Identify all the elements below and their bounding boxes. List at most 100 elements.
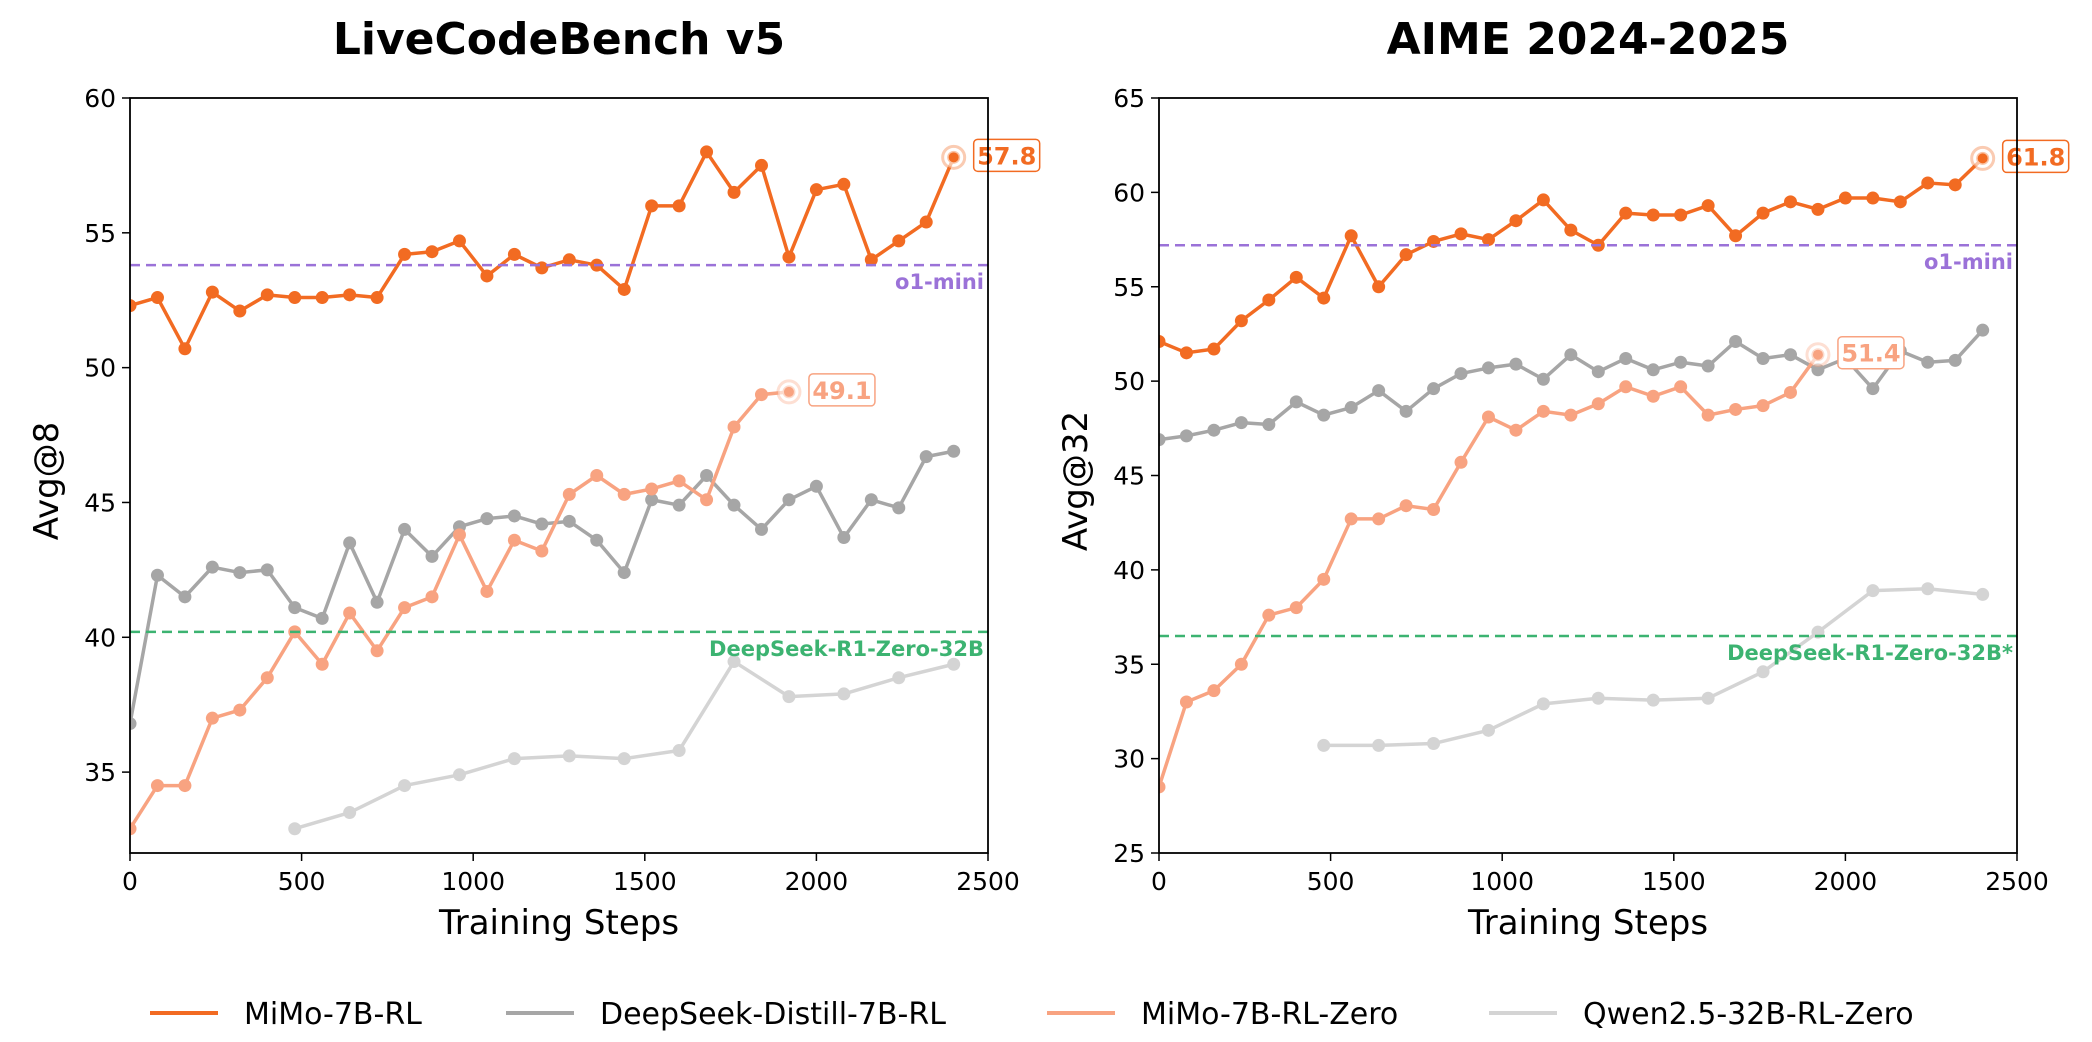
data-point — [727, 185, 741, 199]
data-point — [1427, 737, 1441, 751]
data-point — [617, 566, 631, 580]
legend-label-deepseek-distill: DeepSeek-Distill-7B-RL — [600, 997, 946, 1032]
data-point — [645, 482, 659, 496]
data-point — [947, 657, 961, 671]
series-deepseek-distill-7b-rl — [130, 444, 961, 731]
data-point — [260, 671, 274, 685]
series-line — [1323, 587, 1983, 748]
data-point — [590, 469, 604, 482]
data-point — [1536, 697, 1550, 711]
data-point — [150, 568, 164, 582]
data-point — [617, 752, 631, 766]
data-point — [1317, 408, 1331, 422]
y-tick-label: 25 — [1113, 839, 1145, 868]
data-point — [1481, 410, 1495, 424]
end-label-box — [808, 373, 876, 407]
y-tick-label: 55 — [84, 219, 116, 248]
data-point — [1536, 372, 1550, 386]
data-point — [1701, 199, 1715, 213]
series-line — [294, 659, 955, 831]
data-point — [260, 288, 274, 302]
data-point — [425, 590, 439, 604]
y-tick-label: 50 — [84, 354, 116, 383]
data-point — [1481, 723, 1495, 737]
x-tick-label: 1500 — [1642, 867, 1706, 896]
data-point — [1893, 195, 1907, 209]
data-point — [1756, 351, 1770, 365]
legend-label-mimo-rl: MiMo-7B-RL — [244, 997, 422, 1032]
data-point — [1179, 695, 1193, 709]
data-point — [754, 158, 768, 172]
plot-area — [130, 145, 961, 836]
data-point — [370, 595, 384, 609]
x-tick-label: 500 — [1307, 867, 1355, 896]
data-point — [1564, 223, 1578, 237]
end-label-box — [2001, 139, 2070, 174]
data-point — [205, 711, 219, 725]
data-point — [1234, 314, 1248, 328]
data-point — [1674, 208, 1688, 222]
legend-label-mimo-rl-zero: MiMo-7B-RL-Zero — [1141, 997, 1398, 1032]
data-point — [837, 531, 851, 545]
data-point — [480, 584, 494, 598]
data-point — [590, 533, 604, 547]
series-mimo-7b-rl — [1159, 151, 1990, 360]
data-point — [1179, 429, 1193, 443]
data-point — [864, 493, 878, 507]
data-point — [1921, 582, 1935, 596]
data-point — [1372, 384, 1386, 398]
x-tick-label: 1000 — [1470, 867, 1534, 896]
data-point — [1344, 401, 1358, 415]
y-tick-label: 30 — [1113, 745, 1145, 774]
data-point — [672, 199, 686, 213]
data-point — [1372, 512, 1386, 526]
data-point — [233, 703, 247, 717]
x-tick-label: 0 — [1151, 867, 1167, 896]
data-point — [1646, 363, 1660, 377]
data-point — [1619, 206, 1633, 220]
data-point — [892, 671, 906, 685]
plot-area — [1159, 151, 1990, 794]
data-point — [1159, 334, 1166, 348]
data-point — [370, 644, 384, 658]
data-point — [1701, 691, 1715, 705]
data-point — [1674, 355, 1688, 369]
data-point — [507, 247, 521, 261]
data-point — [205, 560, 219, 574]
data-point — [754, 388, 768, 402]
data-point — [1509, 214, 1523, 228]
data-point — [727, 655, 741, 669]
data-point — [1976, 587, 1990, 601]
x-axis-label: Training Steps — [438, 903, 679, 943]
data-point — [343, 288, 357, 302]
data-point — [672, 498, 686, 512]
data-point — [700, 469, 714, 482]
data-point — [727, 420, 741, 434]
data-point — [343, 536, 357, 550]
data-point — [809, 479, 823, 493]
data-point — [343, 606, 357, 620]
y-tick-label: 55 — [1113, 273, 1145, 302]
plot-frame — [129, 97, 989, 854]
data-point — [1756, 206, 1770, 220]
end-marker — [948, 152, 959, 163]
legend-label-qwen: Qwen2.5-32B-RL-Zero — [1583, 997, 1914, 1032]
data-point — [919, 450, 933, 464]
data-point — [1159, 780, 1166, 794]
data-point — [837, 177, 851, 191]
data-point — [398, 601, 412, 615]
data-point — [507, 533, 521, 547]
data-point — [507, 752, 521, 766]
data-point — [782, 493, 796, 507]
y-tick-label: 35 — [1113, 650, 1145, 679]
data-point — [1427, 502, 1441, 516]
data-point — [1619, 380, 1633, 394]
data-point — [150, 779, 164, 793]
data-point — [864, 253, 878, 267]
data-point — [1756, 665, 1770, 679]
x-tick-label: 0 — [122, 867, 138, 896]
data-point — [452, 234, 466, 248]
data-point — [1811, 202, 1825, 216]
data-point — [130, 299, 137, 313]
x-tick-label: 2500 — [956, 867, 1020, 896]
